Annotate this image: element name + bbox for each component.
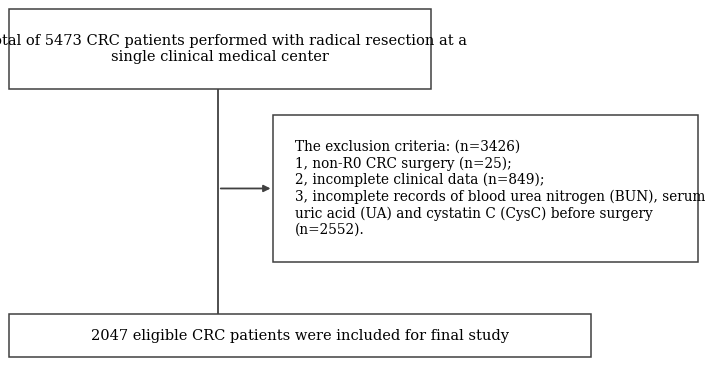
Text: A total of 5473 CRC patients performed with radical resection at a
single clinic: A total of 5473 CRC patients performed w…	[0, 34, 467, 64]
FancyBboxPatch shape	[273, 115, 698, 262]
Text: 2047 eligible CRC patients were included for final study: 2047 eligible CRC patients were included…	[91, 329, 508, 342]
FancyBboxPatch shape	[9, 9, 431, 89]
Text: The exclusion criteria: (n=3426)
1, non-R0 CRC surgery (n=25);
2, incomplete cli: The exclusion criteria: (n=3426) 1, non-…	[295, 140, 705, 237]
FancyBboxPatch shape	[9, 314, 591, 357]
